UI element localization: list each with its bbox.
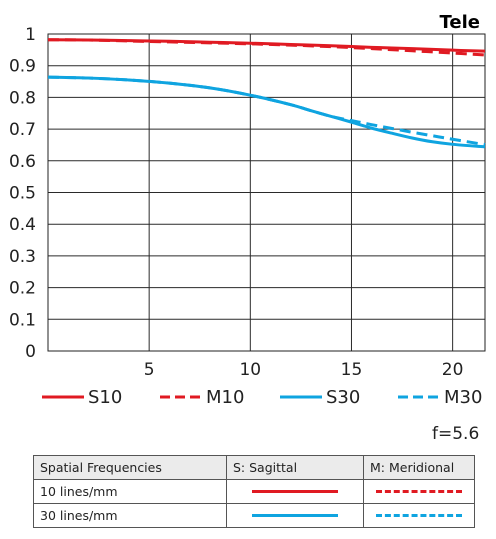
- legend: S10 M10 S30 M30: [42, 387, 482, 408]
- y-tick-label: 0.7: [9, 120, 36, 140]
- legend-label: M30: [444, 387, 482, 408]
- series-line-s30: [47, 75, 486, 149]
- y-tick-label: 0.4: [9, 215, 36, 235]
- legend-label: S30: [326, 387, 360, 408]
- solid-red-line: [252, 490, 338, 493]
- key-header-meridional: M: Meridional: [363, 455, 475, 480]
- series-layer: [47, 38, 486, 149]
- x-tick-label: 15: [341, 360, 363, 380]
- aperture-label: f=5.6: [432, 424, 480, 444]
- solid-blue-line: [252, 514, 338, 517]
- series-line-m10: [47, 38, 486, 57]
- chart-title: Tele: [440, 12, 480, 33]
- series-line-m30: [47, 75, 486, 147]
- y-tick-label: 0.5: [9, 184, 36, 204]
- key-swatch-m30: [363, 503, 475, 528]
- y-tick-label: 0.8: [9, 88, 36, 108]
- legend-label: M10: [206, 387, 244, 408]
- legend-label: S10: [88, 387, 122, 408]
- mtf-chart: 0 0.1 0.2 0.3 0.4 0.5 0.6 0.7 0.8 0.9 1 5 10 15 20 Te…: [9, 12, 486, 408]
- key-swatch-s30: [226, 503, 364, 528]
- plot-frame: [47, 33, 486, 352]
- y-tick-label: 0: [25, 342, 36, 362]
- x-tick-label: 20: [442, 360, 464, 380]
- x-tick-labels: 5 10 15 20: [144, 360, 464, 380]
- y-tick-label: 1: [25, 25, 36, 45]
- key-row-10: 10 lines/mm: [33, 479, 475, 504]
- x-tick-label: 10: [239, 360, 261, 380]
- key-header-row: Spatial Frequencies S: Sagittal M: Merid…: [33, 455, 475, 480]
- key-header-sagittal: S: Sagittal: [226, 455, 364, 480]
- y-tick-label: 0.6: [9, 152, 36, 172]
- chart-grid: [48, 34, 485, 351]
- key-row-label: 10 lines/mm: [33, 479, 227, 504]
- series-line-s10: [47, 38, 486, 53]
- x-tick-label: 5: [144, 360, 155, 380]
- key-swatch-m10: [363, 479, 475, 504]
- dashed-red-line: [376, 490, 462, 493]
- key-row-30: 30 lines/mm: [33, 503, 475, 528]
- key-header-frequency: Spatial Frequencies: [33, 455, 227, 480]
- key-swatch-s10: [226, 479, 364, 504]
- y-tick-label: 0.3: [9, 247, 36, 267]
- y-tick-label: 0.9: [9, 57, 36, 77]
- y-tick-label: 0.1: [9, 310, 36, 330]
- y-tick-label: 0.2: [9, 279, 36, 299]
- spatial-frequency-key: Spatial Frequencies S: Sagittal M: Merid…: [33, 455, 475, 528]
- key-row-label: 30 lines/mm: [33, 503, 227, 528]
- y-tick-labels: 0 0.1 0.2 0.3 0.4 0.5 0.6 0.7 0.8 0.9 1: [9, 25, 36, 362]
- dashed-blue-line: [376, 514, 462, 517]
